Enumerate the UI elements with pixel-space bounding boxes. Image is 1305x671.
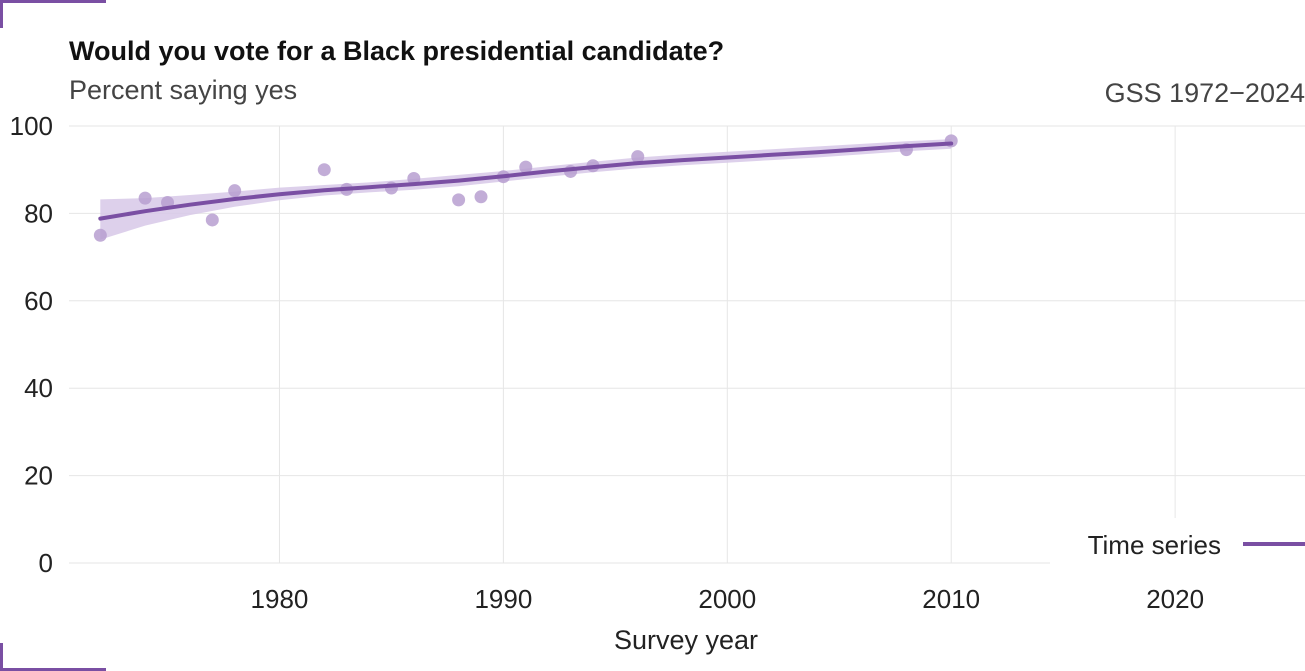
x-tick-label: 1980 [251, 584, 309, 614]
legend-label: Time series [1088, 530, 1221, 560]
data-point [93, 228, 107, 242]
y-tick-label: 60 [24, 286, 53, 316]
y-tick-label: 40 [24, 373, 53, 403]
y-tick-label: 20 [24, 461, 53, 491]
data-point [138, 191, 152, 205]
y-tick-label: 100 [10, 111, 53, 141]
confidence-band-layer [100, 139, 952, 240]
confidence-band [100, 139, 952, 240]
tick-labels: 0 20 40 60 80 100 1980 1990 2000 2010 2020 [10, 111, 1204, 614]
data-point [519, 160, 533, 174]
chart-subtitle: Percent saying yes [69, 75, 298, 105]
frame-corner-bottom-horizontal [0, 668, 106, 671]
frame-corner-bottom-vertical [0, 643, 3, 671]
x-axis-title: Survey year [614, 625, 758, 655]
chart-title: Would you vote for a Black presidential … [69, 36, 725, 66]
x-tick-label: 2010 [922, 584, 980, 614]
data-point [317, 163, 331, 177]
data-point [228, 184, 242, 198]
data-point [631, 150, 645, 164]
trend-line [98, 141, 954, 221]
y-tick-label: 0 [39, 548, 53, 578]
x-tick-label: 2000 [698, 584, 756, 614]
data-point [474, 190, 488, 204]
data-point [205, 213, 219, 227]
chart-caption: GSS 1972−2024 [1104, 78, 1305, 108]
x-tick-label: 1990 [474, 584, 532, 614]
x-tick-label: 2020 [1146, 584, 1204, 614]
frame-corner-top-vertical [0, 0, 3, 28]
trend-line-layer [98, 141, 954, 221]
data-point [407, 171, 421, 185]
frame-corner-top-horizontal [0, 0, 106, 3]
y-tick-label: 80 [24, 198, 53, 228]
data-point [452, 193, 466, 207]
